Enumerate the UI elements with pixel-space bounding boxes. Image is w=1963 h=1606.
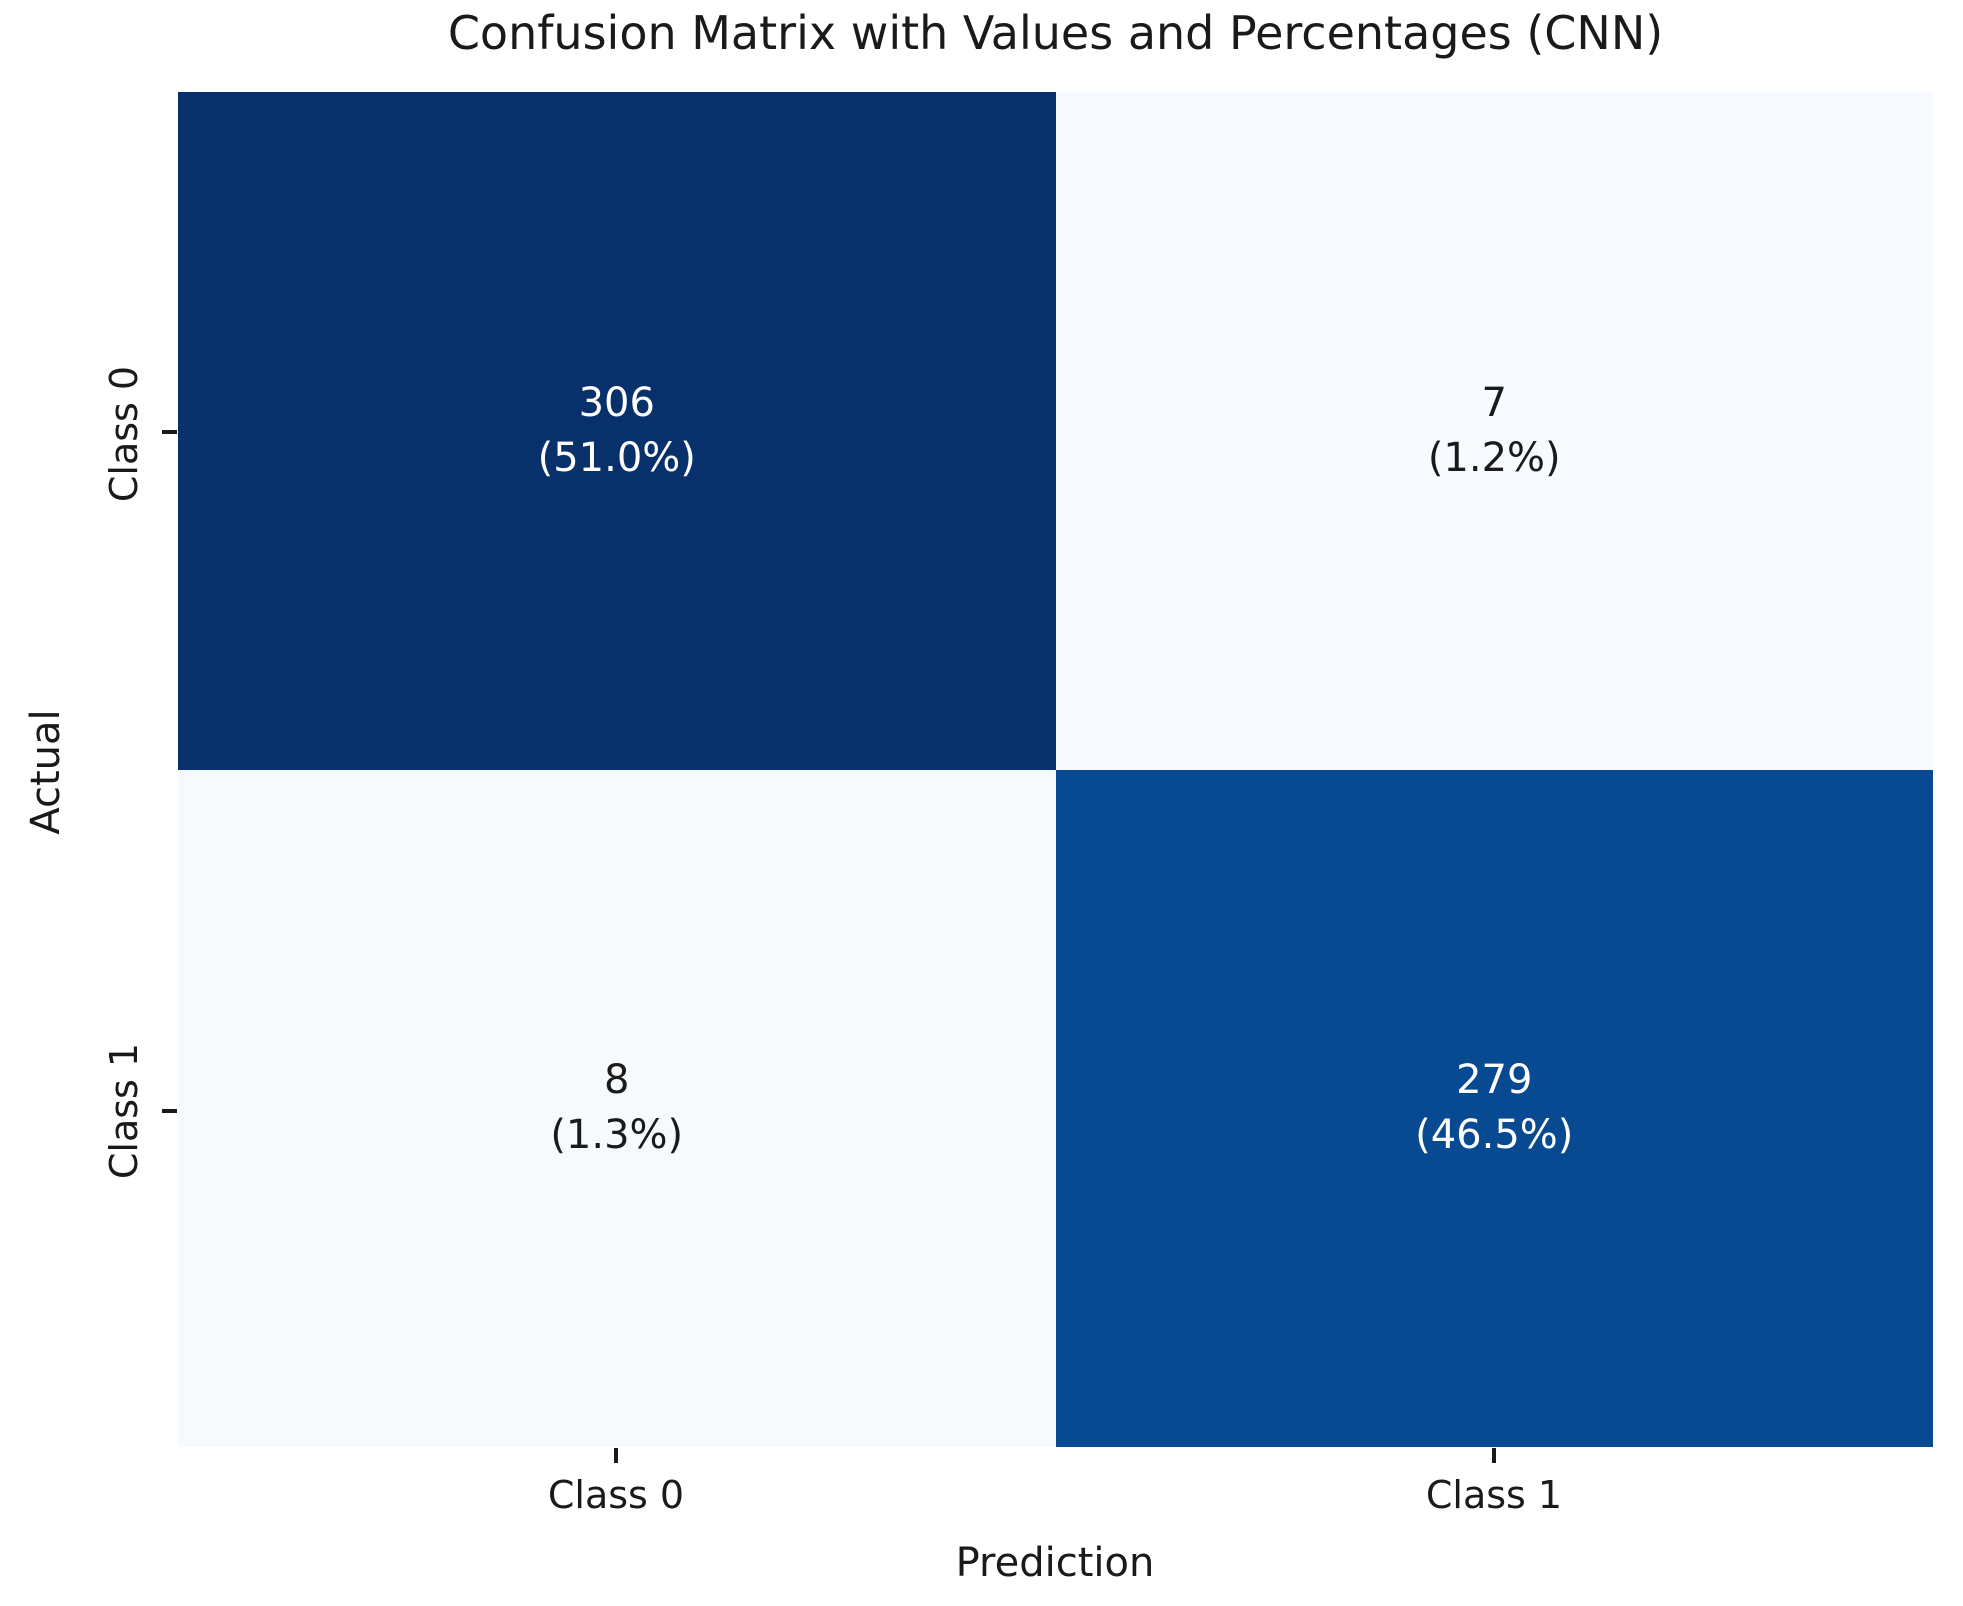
y-axis-label: Actual xyxy=(23,709,69,835)
cell-percent: (1.2%) xyxy=(1427,434,1561,481)
y-tick-label-class0: Class 0 xyxy=(102,365,146,503)
heatmap-plot-area: 306 (51.0%) 7 (1.2%) 8 (1.3%) 279 (46.5%… xyxy=(178,92,1933,1447)
y-tick-mark-class1 xyxy=(162,1109,177,1113)
matrix-cell-actual0-pred1: 7 (1.2%) xyxy=(1055,92,1933,770)
cell-percent: (1.3%) xyxy=(550,1112,684,1159)
x-tick-label-class0: Class 0 xyxy=(547,1473,685,1517)
x-tick-label-class1: Class 1 xyxy=(1425,1473,1563,1517)
cell-value: 279 xyxy=(1456,1057,1533,1104)
cell-value: 306 xyxy=(578,379,655,426)
matrix-cell-actual1-pred0: 8 (1.3%) xyxy=(178,769,1056,1447)
cell-percent: (46.5%) xyxy=(1415,1112,1574,1159)
cell-value: 8 xyxy=(604,1057,630,1104)
x-tick-mark-class1 xyxy=(1492,1448,1496,1463)
x-axis-label: Prediction xyxy=(955,1540,1155,1586)
x-tick-mark-class0 xyxy=(614,1448,618,1463)
y-tick-label-class1: Class 1 xyxy=(102,1042,146,1180)
matrix-cell-actual1-pred1: 279 (46.5%) xyxy=(1055,769,1933,1447)
y-tick-mark-class0 xyxy=(162,430,177,434)
chart-title: Confusion Matrix with Values and Percent… xyxy=(447,6,1664,60)
matrix-cell-actual0-pred0: 306 (51.0%) xyxy=(178,92,1056,770)
cell-value: 7 xyxy=(1481,379,1507,426)
cell-percent: (51.0%) xyxy=(537,434,696,481)
